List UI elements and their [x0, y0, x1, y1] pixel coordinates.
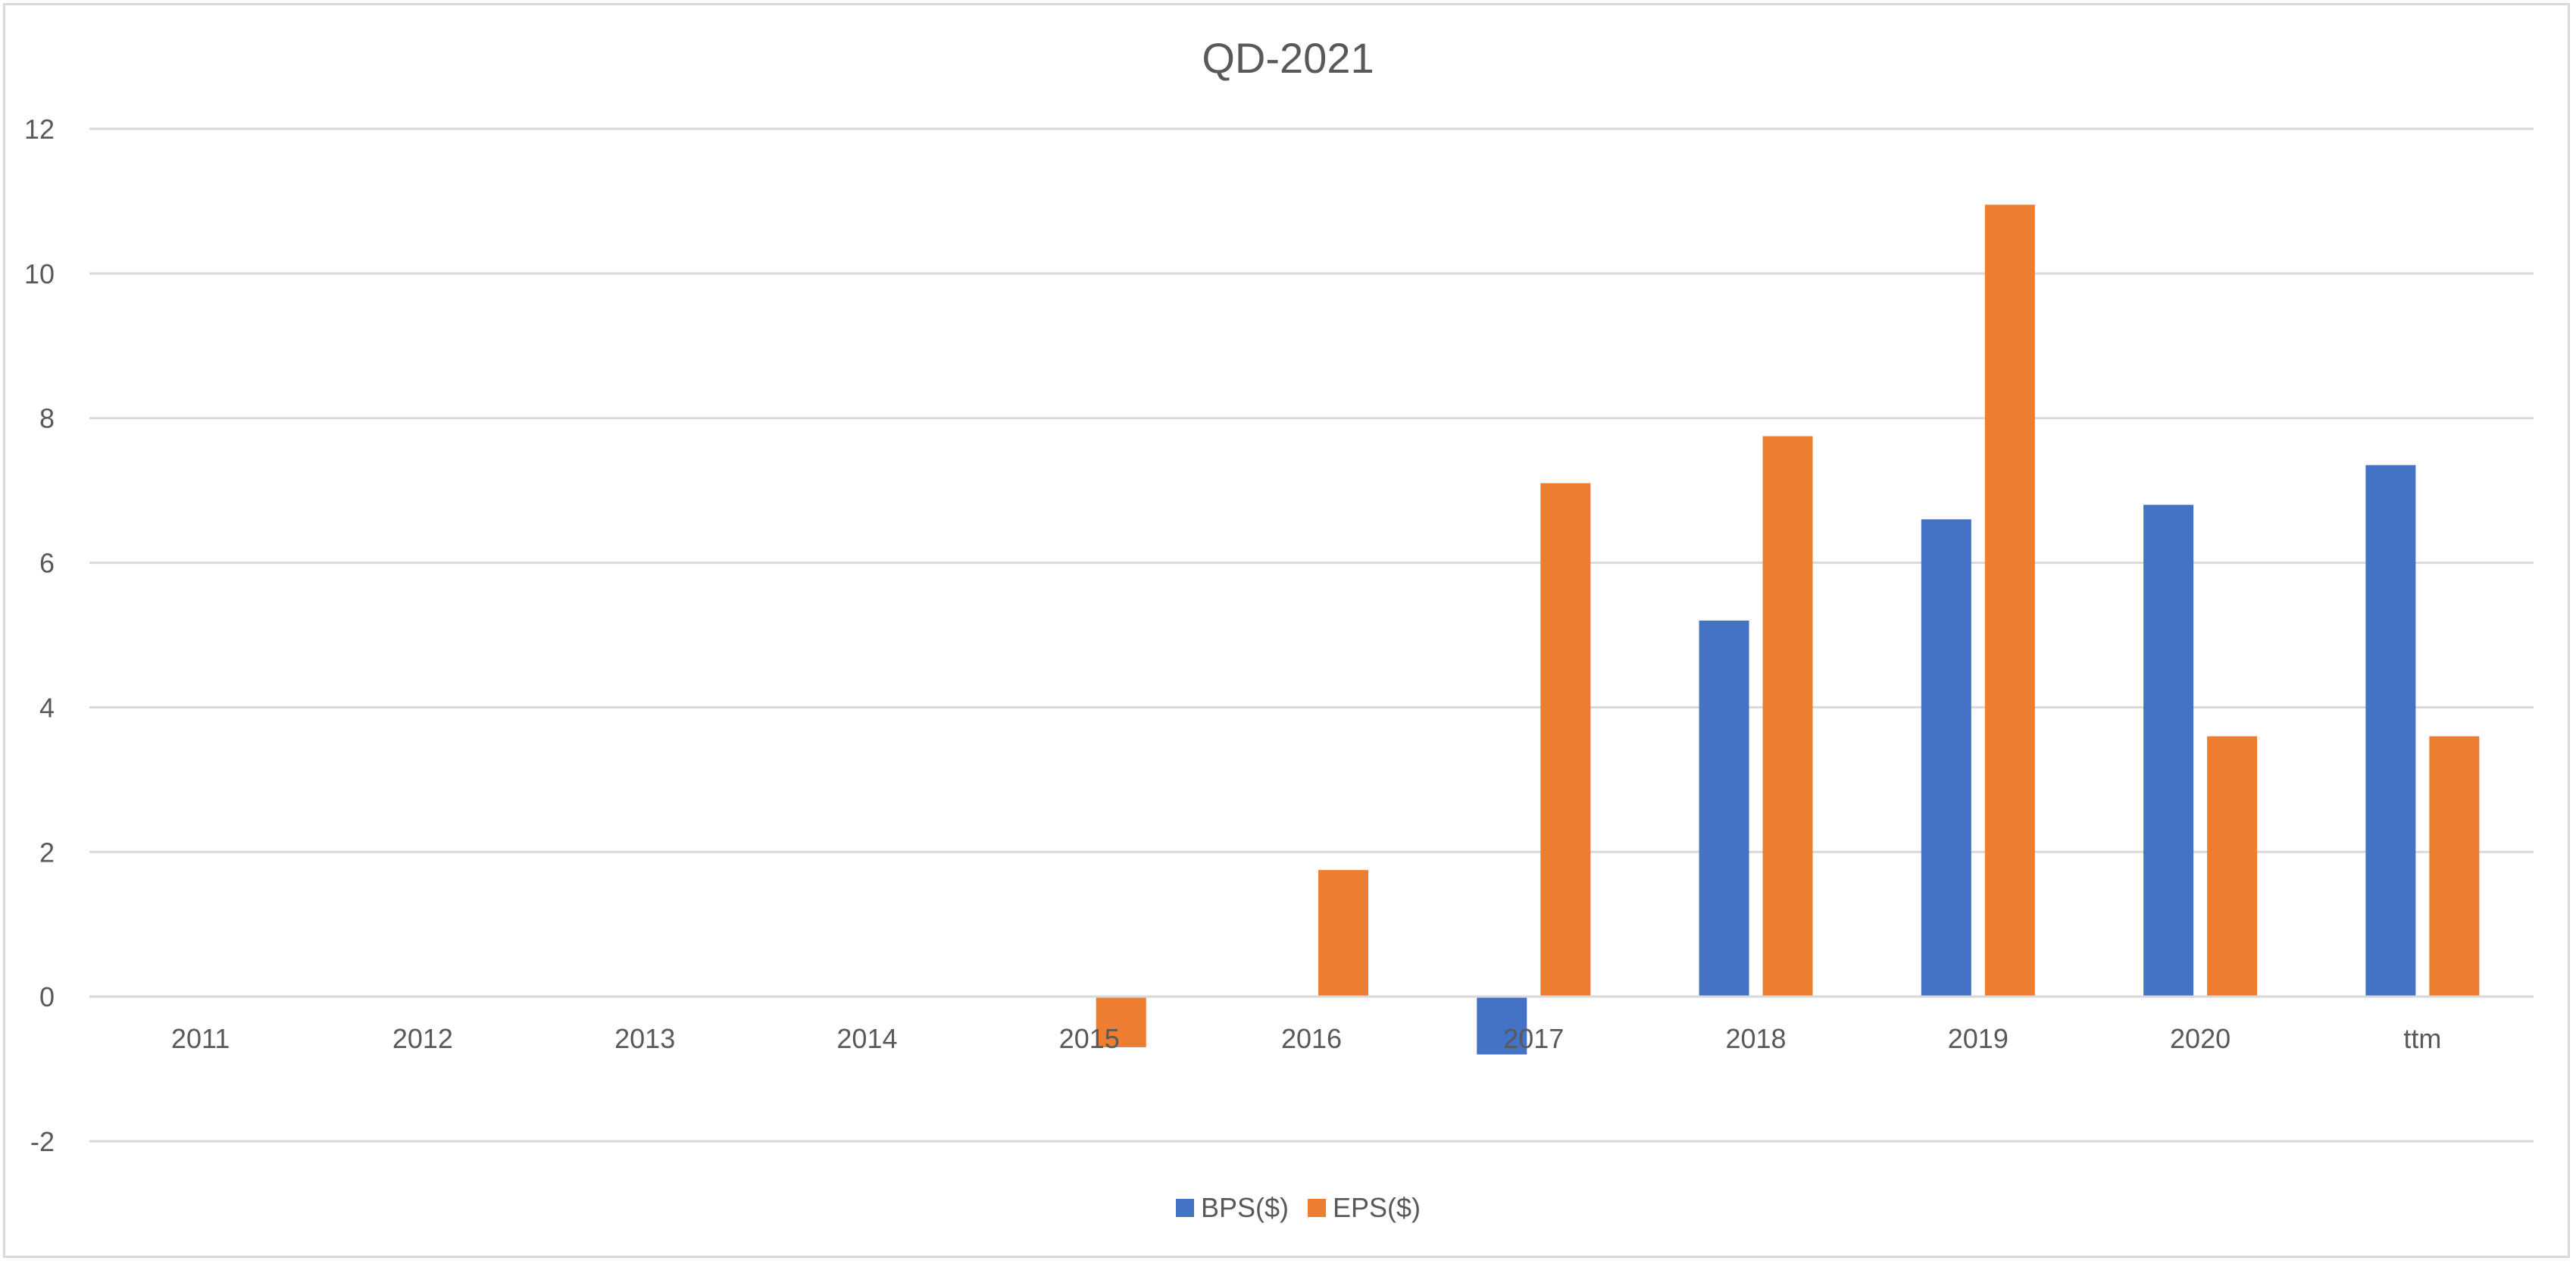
- y-tick-label: 2: [39, 837, 55, 868]
- y-tick-label: 0: [39, 981, 55, 1012]
- y-tick-label: 6: [39, 548, 55, 579]
- y-tick-label: 8: [39, 403, 55, 434]
- bar-eps-2016: [1318, 870, 1368, 997]
- legend-label-eps: EPS($): [1333, 1192, 1421, 1223]
- y-axis-ticks: -2 0 2 4 6 8 10 12: [24, 114, 55, 1157]
- x-tick-label: ttm: [2403, 1023, 2441, 1054]
- bar-bps-ttm: [2365, 465, 2416, 997]
- y-tick-label: 10: [24, 258, 55, 289]
- bar-bps-2020: [2143, 505, 2194, 997]
- y-tick-label: -2: [30, 1126, 55, 1157]
- x-axis-ticks: 2011 2012 2013 2014 2015 2016 2017 2018 2019 2020…: [171, 1023, 2441, 1054]
- bar-eps-2018: [1762, 436, 1813, 997]
- y-tick-label: 12: [24, 114, 55, 145]
- x-tick-label: 2013: [614, 1023, 675, 1054]
- x-tick-label: 2019: [1948, 1023, 2009, 1054]
- x-tick-label: 2020: [2170, 1023, 2231, 1054]
- y-tick-label: 4: [39, 692, 55, 723]
- bar-eps-2015: [1096, 996, 1146, 1047]
- bar-eps-ttm: [2429, 736, 2480, 997]
- bar-bps-2019: [1921, 519, 1971, 997]
- bars: [1096, 205, 2480, 1055]
- legend-label-bps: BPS($): [1201, 1192, 1289, 1223]
- bar-eps-2017: [1540, 483, 1591, 997]
- x-tick-label: 2014: [836, 1023, 897, 1054]
- bar-bps-2018: [1699, 620, 1749, 997]
- x-tick-label: 2016: [1281, 1023, 1342, 1054]
- chart-title: QD-2021: [1202, 34, 1374, 82]
- x-tick-label: 2012: [392, 1023, 453, 1054]
- x-tick-label: 2015: [1059, 1023, 1120, 1054]
- x-tick-label: 2017: [1503, 1023, 1564, 1054]
- bar-eps-2019: [1984, 205, 2035, 997]
- x-tick-label: 2011: [171, 1023, 230, 1054]
- legend-swatch-eps: [1308, 1199, 1326, 1217]
- chart-frame: [3, 3, 2570, 1258]
- x-tick-label: 2018: [1725, 1023, 1786, 1054]
- bar-eps-2020: [2207, 736, 2258, 997]
- bar-bps-2017: [1477, 996, 1527, 1055]
- legend: BPS($) EPS($): [1176, 1192, 1421, 1223]
- legend-swatch-bps: [1176, 1199, 1194, 1217]
